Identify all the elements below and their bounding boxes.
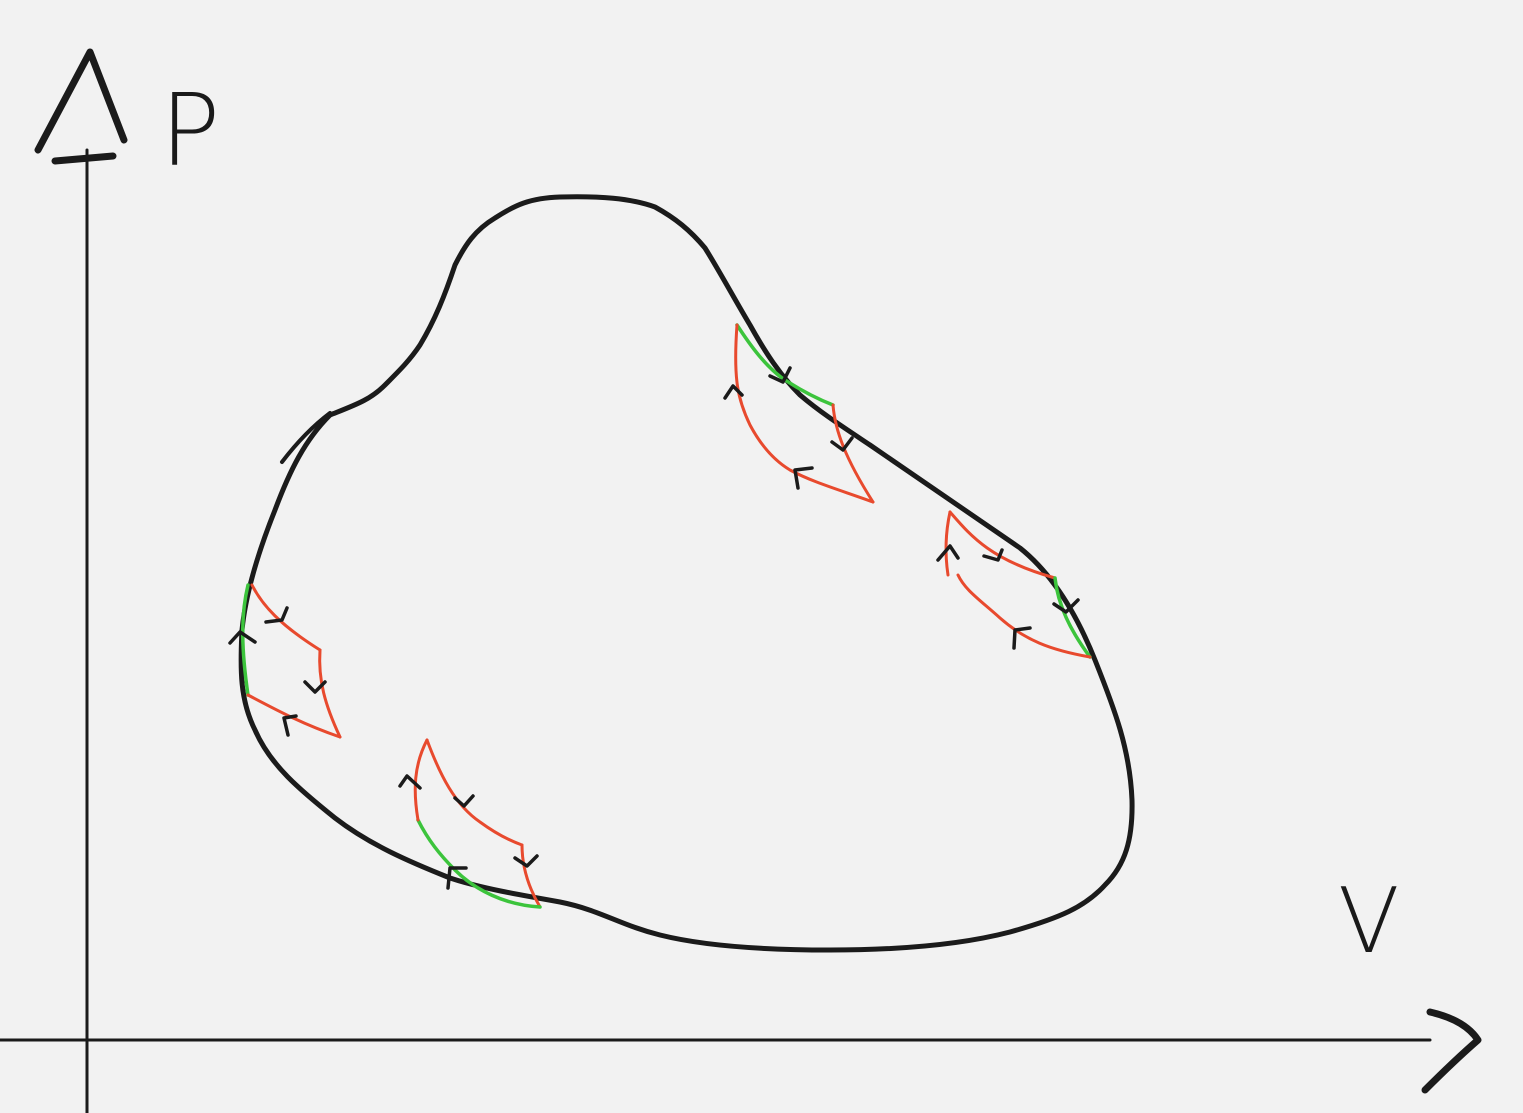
arrow <box>1012 626 1032 650</box>
small-cycle <box>228 583 342 739</box>
axes: P V <box>0 48 1482 1113</box>
arrow <box>982 548 1004 562</box>
arrow <box>1052 598 1080 614</box>
p-axis-cap <box>51 152 117 165</box>
red-segment <box>520 843 542 909</box>
main-cycle <box>238 194 1135 953</box>
arrow <box>446 866 468 890</box>
p-label: P <box>160 72 220 189</box>
red-segment <box>944 510 952 577</box>
v-label: V <box>1338 869 1400 974</box>
red-segment <box>956 573 1092 659</box>
small-cycle <box>936 510 1092 659</box>
red-segment <box>734 323 875 504</box>
green-segment <box>240 583 250 697</box>
small-cycle <box>398 738 542 909</box>
arrow <box>282 714 298 737</box>
arrow <box>830 436 854 452</box>
arrow <box>513 854 539 868</box>
red-segment <box>413 738 429 822</box>
red-segment <box>948 510 1057 580</box>
arrow <box>793 466 814 490</box>
green-segment <box>1053 576 1092 659</box>
arrow <box>398 774 422 790</box>
red-segment <box>318 648 342 739</box>
arrow <box>303 680 327 694</box>
green-segment <box>416 818 542 909</box>
p-axis-arrow <box>34 48 128 154</box>
red-segment <box>425 738 524 847</box>
small-cycle <box>723 323 875 504</box>
cycle-stroke <box>280 411 332 464</box>
arrow <box>453 794 475 808</box>
red-segment <box>831 403 875 504</box>
arrow <box>768 366 792 384</box>
arrow <box>264 606 289 624</box>
arrow <box>936 544 960 562</box>
green-segment <box>735 323 835 407</box>
red-segment <box>250 583 322 652</box>
arrow <box>723 384 744 400</box>
v-axis-arrow <box>1421 1008 1482 1094</box>
arrow <box>228 630 257 645</box>
